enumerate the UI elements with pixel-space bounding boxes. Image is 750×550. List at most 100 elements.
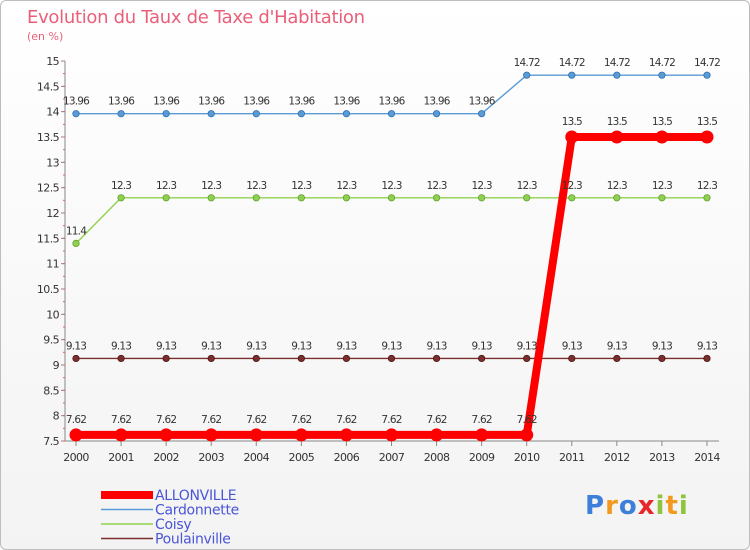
data-point: [162, 194, 170, 202]
data-label: 7.62: [336, 414, 356, 426]
data-label: 12.3: [381, 180, 401, 192]
logo-letter: r: [605, 491, 619, 521]
data-point: [339, 428, 353, 442]
logo-letter: P: [585, 491, 606, 521]
data-point: [613, 71, 621, 79]
data-label: 9.13: [111, 340, 131, 352]
data-point: [478, 194, 486, 202]
data-point: [478, 110, 486, 118]
data-point: [162, 110, 170, 118]
data-label: 13.96: [243, 96, 270, 108]
x-tick-label: 2013: [649, 451, 675, 464]
data-label: 7.62: [517, 414, 537, 426]
data-label: 7.62: [156, 414, 176, 426]
axes: 7.5 8 8.5 9 9.5 10 10.5 11 11.5 12 12.5 13 13.5 14 14.…: [37, 55, 721, 464]
y-tick-label: 15: [46, 55, 59, 68]
data-point: [385, 428, 398, 442]
data-point: [252, 194, 260, 202]
y-tick-label: 12.5: [37, 182, 60, 195]
chart-title: Evolution du Taux de Taxe d'Habitation: [27, 7, 365, 28]
data-point: [297, 194, 305, 202]
y-tick-label: 8: [53, 410, 60, 423]
data-label: 9.13: [652, 340, 672, 352]
x-tick-label: 2007: [379, 451, 405, 464]
data-label: 12.3: [472, 180, 492, 192]
data-label: 12.3: [201, 180, 221, 192]
y-tick-label: 10: [46, 308, 59, 321]
data-point: [610, 130, 624, 144]
data-label: 7.62: [246, 414, 266, 426]
data-label: 13.96: [469, 96, 496, 108]
data-label: 12.3: [156, 180, 176, 192]
data-label: 9.13: [697, 340, 717, 352]
data-point: [475, 428, 489, 442]
data-label: 9.13: [336, 340, 356, 352]
data-point: [72, 110, 80, 118]
x-tick-label: 2010: [514, 451, 540, 464]
data-point: [523, 354, 531, 363]
data-label: 13.96: [153, 96, 180, 108]
data-label: 13.96: [63, 96, 90, 108]
y-tick-label: 14.5: [37, 80, 60, 93]
data-point: [117, 354, 125, 363]
data-label: 12.3: [652, 180, 672, 192]
data-label: 13.5: [652, 116, 672, 128]
data-point: [207, 194, 215, 202]
y-tick-label: 11: [46, 258, 59, 271]
data-label: 13.5: [607, 116, 627, 128]
data-point: [432, 110, 441, 118]
data-label: 9.13: [517, 340, 537, 352]
x-tick-label: 2008: [424, 451, 450, 464]
logo-letter: x: [637, 491, 656, 521]
x-tick-label: 2012: [604, 451, 630, 464]
data-label: 7.62: [426, 414, 446, 426]
data-label: 7.62: [201, 414, 221, 426]
data-label: 7.62: [66, 414, 86, 426]
data-label: 14.72: [559, 57, 585, 69]
data-point: [703, 71, 711, 79]
data-point: [297, 354, 305, 363]
legend-label-poulainville: Poulainville: [155, 532, 231, 548]
data-point: [162, 354, 170, 363]
data-point: [520, 428, 534, 442]
data-label: 12.3: [246, 180, 266, 192]
data-label: 7.62: [472, 414, 492, 426]
data-point: [658, 71, 666, 79]
x-tick-label: 2003: [198, 451, 224, 464]
legend-label-coisy: Coisy: [155, 517, 191, 533]
logo-letter: i: [655, 491, 666, 521]
data-label: 14.72: [604, 57, 630, 69]
y-tick-label: 13: [46, 156, 59, 169]
data-label: 9.13: [562, 340, 582, 352]
x-tick-label: 2004: [243, 451, 269, 464]
y-tick-label: 13.5: [37, 131, 60, 144]
data-label: 13.96: [108, 96, 135, 108]
data-point: [432, 354, 441, 363]
data-point: [249, 428, 263, 442]
data-point: [703, 194, 711, 202]
data-label: 12.3: [562, 180, 582, 192]
data-label: 12.3: [697, 180, 717, 192]
logo-letter: o: [618, 491, 638, 521]
y-tick-label: 8.5: [43, 384, 59, 397]
y-tick-label: 7.5: [43, 435, 59, 448]
data-label: 9.13: [201, 340, 221, 352]
data-point: [655, 130, 669, 144]
data-point: [342, 194, 351, 202]
data-point: [700, 130, 714, 144]
y-tick-label: 9.5: [43, 334, 59, 347]
y-axis-unit: (en %): [27, 30, 64, 43]
data-label: 14.72: [694, 57, 720, 69]
data-label: 7.62: [381, 414, 401, 426]
data-point: [297, 110, 305, 118]
data-label: 7.62: [111, 414, 131, 426]
data-point: [568, 71, 576, 79]
data-point: [703, 354, 711, 363]
data-label: 11.4: [66, 225, 87, 237]
x-tick-label: 2002: [153, 451, 179, 464]
data-label: 13.96: [424, 96, 451, 108]
data-label: 12.3: [291, 180, 311, 192]
data-point: [523, 71, 531, 79]
data-point: [478, 354, 486, 363]
